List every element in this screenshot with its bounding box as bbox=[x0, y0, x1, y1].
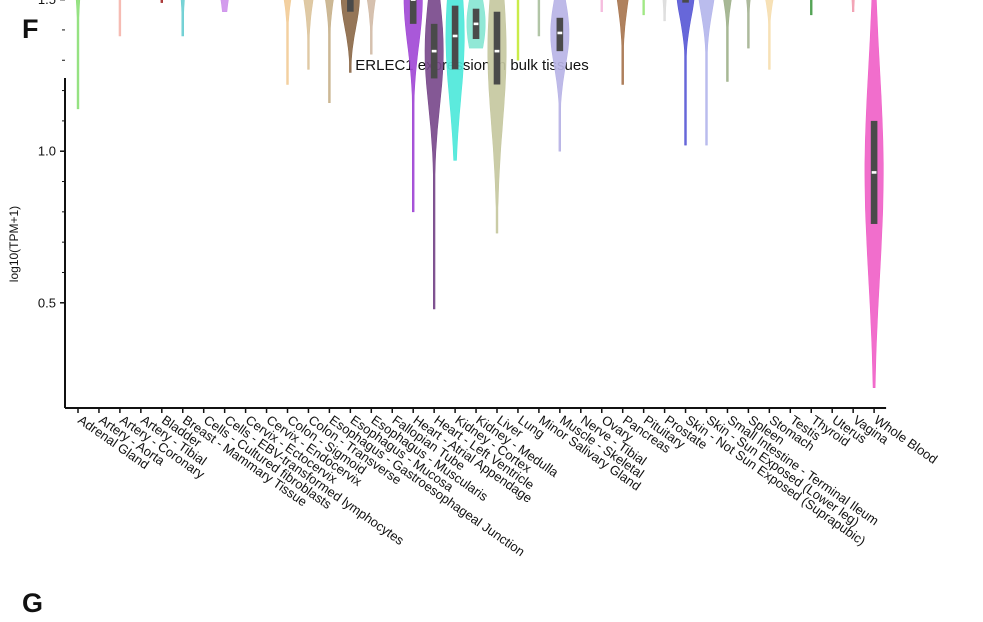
violin-body bbox=[676, 0, 695, 146]
violin-median bbox=[452, 34, 458, 38]
violin-32 bbox=[746, 0, 751, 49]
violin-body bbox=[810, 0, 813, 16]
violin-body bbox=[325, 0, 334, 103]
y-tick-label: 0.5 bbox=[38, 295, 56, 310]
violin-18 bbox=[445, 0, 465, 161]
violin-16 bbox=[403, 0, 423, 213]
violin-body bbox=[160, 0, 163, 3]
violin-body bbox=[75, 0, 81, 110]
violin-31 bbox=[723, 0, 732, 82]
violin-body bbox=[366, 0, 376, 55]
violin-median bbox=[410, 0, 416, 1]
violin-body bbox=[851, 0, 855, 12]
violin-27 bbox=[642, 0, 645, 16]
violin-iqr-box bbox=[451, 5, 459, 70]
y-tick-label: 1.5 bbox=[38, 0, 56, 7]
violin-median bbox=[431, 49, 437, 53]
violin-14 bbox=[366, 0, 376, 55]
violin-body bbox=[220, 0, 229, 12]
violin-iqr-box bbox=[409, 0, 417, 24]
panel-label-f: F bbox=[22, 14, 39, 44]
violin-22 bbox=[537, 0, 541, 37]
violin-iqr-box bbox=[493, 11, 501, 85]
violin-19 bbox=[466, 0, 486, 49]
violin-body bbox=[516, 0, 520, 61]
violin-26 bbox=[616, 0, 629, 85]
violin-iqr-box bbox=[682, 0, 689, 3]
violin-body bbox=[698, 0, 715, 146]
violin-body bbox=[340, 0, 360, 73]
violin-iqr-box bbox=[556, 17, 564, 52]
violin-38 bbox=[864, 0, 884, 388]
violin-12 bbox=[325, 0, 334, 103]
violin-body bbox=[765, 0, 774, 70]
violin-35 bbox=[810, 0, 813, 16]
violin-body bbox=[487, 0, 507, 234]
violin-4 bbox=[160, 0, 163, 3]
violin-7 bbox=[220, 0, 229, 12]
violin-body bbox=[600, 0, 603, 12]
violin-body bbox=[662, 0, 667, 22]
violin-0 bbox=[75, 0, 81, 110]
violin-body bbox=[616, 0, 629, 85]
violin-body bbox=[403, 0, 423, 213]
violin-28 bbox=[662, 0, 667, 22]
violin-body bbox=[180, 0, 185, 37]
violin-body bbox=[303, 0, 314, 70]
violin-median bbox=[473, 22, 479, 26]
violin-median bbox=[557, 31, 563, 35]
violin-20 bbox=[487, 0, 507, 234]
violin-body bbox=[537, 0, 541, 37]
violin-iqr-box bbox=[347, 0, 354, 12]
violin-median bbox=[871, 171, 877, 174]
violin-body bbox=[723, 0, 732, 82]
violin-30 bbox=[698, 0, 715, 146]
violin-body bbox=[424, 0, 444, 310]
violin-21 bbox=[516, 0, 520, 61]
violin-17 bbox=[424, 0, 444, 310]
violin-2 bbox=[118, 0, 122, 37]
panel-label-g: G bbox=[22, 588, 44, 618]
y-axis-label: log10(TPM+1) bbox=[7, 206, 21, 282]
violin-10 bbox=[283, 0, 292, 85]
violin-23 bbox=[550, 0, 570, 152]
violins bbox=[75, 0, 884, 388]
violin-29 bbox=[676, 0, 695, 146]
violin-body bbox=[283, 0, 292, 85]
violin-body bbox=[550, 0, 570, 152]
violin-body bbox=[445, 0, 465, 161]
violin-body bbox=[746, 0, 751, 49]
violin-body bbox=[642, 0, 645, 16]
violin-median bbox=[494, 49, 500, 53]
violin-25 bbox=[600, 0, 603, 12]
violin-5 bbox=[180, 0, 185, 37]
violin-33 bbox=[765, 0, 774, 70]
violin-body bbox=[118, 0, 122, 37]
violin-13 bbox=[340, 0, 360, 73]
violin-37 bbox=[851, 0, 855, 12]
y-tick-label: 1.0 bbox=[38, 144, 56, 159]
violin-11 bbox=[303, 0, 314, 70]
